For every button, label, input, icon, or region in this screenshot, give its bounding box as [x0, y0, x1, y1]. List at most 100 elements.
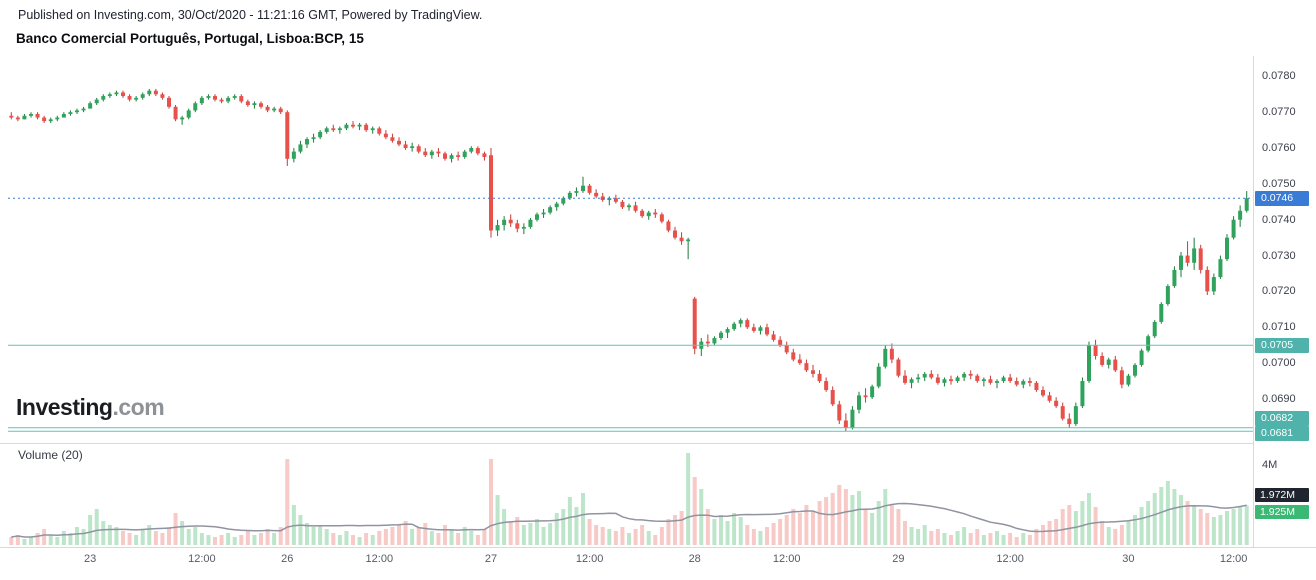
volume-bar	[436, 533, 441, 545]
candle-body	[896, 359, 901, 376]
investing-logo: Investing.com	[16, 394, 165, 421]
candle-body	[1054, 400, 1059, 407]
volume-bar	[226, 533, 231, 545]
price-axis[interactable]: 4M 1.972M 1.925M 0.0780 0.0770 0.0760 0.075…	[1253, 56, 1316, 548]
volume-bar	[935, 529, 940, 545]
candle-body	[850, 409, 855, 428]
candle-body	[1192, 248, 1197, 263]
time-tick-label: 12:00	[1219, 553, 1248, 565]
volume-bar	[633, 529, 638, 545]
candle-body	[265, 106, 270, 111]
price-tick-label: 0.0780	[1262, 70, 1296, 83]
volume-bar	[613, 531, 618, 545]
candle-body	[1244, 198, 1249, 211]
volume-bar	[456, 533, 461, 545]
volume-bar	[1185, 501, 1190, 545]
volume-bar	[666, 519, 671, 545]
volume-bar	[594, 525, 599, 545]
candle-body	[857, 395, 861, 410]
published-line: Published on Investing.com, 30/Oct/2020 …	[18, 8, 483, 22]
candle-body	[732, 323, 737, 330]
candle-body	[1034, 382, 1039, 391]
volume-bar	[1165, 481, 1170, 545]
volume-bar	[870, 513, 875, 545]
volume-bar	[725, 521, 730, 545]
volume-bar	[298, 515, 303, 545]
candle-body	[935, 377, 940, 383]
volume-bar	[916, 529, 921, 545]
candle-body	[81, 108, 86, 111]
candle-body	[876, 366, 881, 387]
candle-body	[587, 185, 592, 193]
time-tick-label: 23	[83, 553, 97, 565]
volume-ma-line	[11, 502, 1247, 538]
volume-bar	[659, 527, 664, 545]
candle-body	[1211, 277, 1216, 292]
volume-bar	[738, 517, 743, 545]
volume-bar	[981, 535, 986, 545]
volume-bar	[830, 493, 835, 545]
candle-body	[101, 96, 106, 100]
volume-bar	[1008, 533, 1013, 545]
candle-body	[1133, 364, 1137, 376]
candle-body	[482, 153, 487, 157]
logo-suffix-text: .com	[112, 394, 165, 420]
volume-bar	[278, 527, 283, 545]
volume-bar	[68, 533, 73, 545]
candle-body	[811, 370, 815, 374]
volume-bar	[344, 531, 349, 545]
volume-bar	[35, 533, 40, 545]
volume-bar	[600, 527, 605, 545]
volume-bar	[423, 523, 428, 545]
price-tick-label: 0.0710	[1262, 321, 1296, 334]
candle-body	[627, 205, 631, 208]
volume-bar	[1100, 521, 1105, 545]
candle-body	[712, 338, 717, 344]
volume-bar	[29, 537, 33, 545]
candle-body	[1093, 345, 1098, 356]
volume-bar	[679, 511, 684, 545]
volume-bar	[1152, 493, 1157, 545]
candle-body	[390, 137, 395, 141]
candle-body	[107, 94, 112, 97]
volume-bar	[1093, 507, 1098, 545]
time-tick-label: 12:00	[575, 553, 604, 565]
candle-body	[232, 96, 237, 98]
price-tick-label: 0.0700	[1262, 357, 1296, 370]
volume-bar	[863, 509, 868, 545]
candle-body	[239, 96, 244, 102]
time-axis[interactable]: 23 12:00 26 12:00 27 12:00 28 12:00 29 12:00 30 12:…	[0, 548, 1253, 580]
candle-body	[1100, 355, 1105, 365]
candle-body	[508, 219, 513, 224]
candle-body	[1205, 269, 1210, 292]
volume-bar	[324, 529, 329, 545]
volume-bar	[988, 533, 993, 545]
candle-body	[219, 99, 224, 102]
candle-body	[528, 219, 533, 227]
volume-bar	[265, 529, 270, 545]
candle-body	[797, 359, 802, 364]
candle-body	[1087, 345, 1091, 382]
volume-bar	[1027, 535, 1032, 545]
candle-body	[449, 155, 454, 159]
candle-body	[666, 221, 671, 231]
volume-bar	[416, 527, 421, 545]
volume-bar	[311, 527, 316, 545]
candle-body	[824, 381, 829, 391]
volume-bar	[797, 513, 802, 545]
volume-bar	[153, 531, 158, 545]
volume-bar	[403, 521, 408, 545]
volume-bar	[1205, 513, 1210, 545]
candle-body	[443, 153, 447, 159]
candle-body	[1080, 381, 1085, 407]
volume-bar	[1034, 529, 1039, 545]
volume-indicator-label[interactable]: Volume (20)	[18, 448, 83, 462]
candle-body	[48, 119, 53, 122]
volume-bar	[909, 527, 914, 545]
volume-bar	[620, 527, 625, 545]
candle-body	[370, 128, 375, 131]
volume-bar	[751, 529, 756, 545]
volume-bar	[114, 527, 119, 545]
candle-body	[1047, 395, 1052, 401]
